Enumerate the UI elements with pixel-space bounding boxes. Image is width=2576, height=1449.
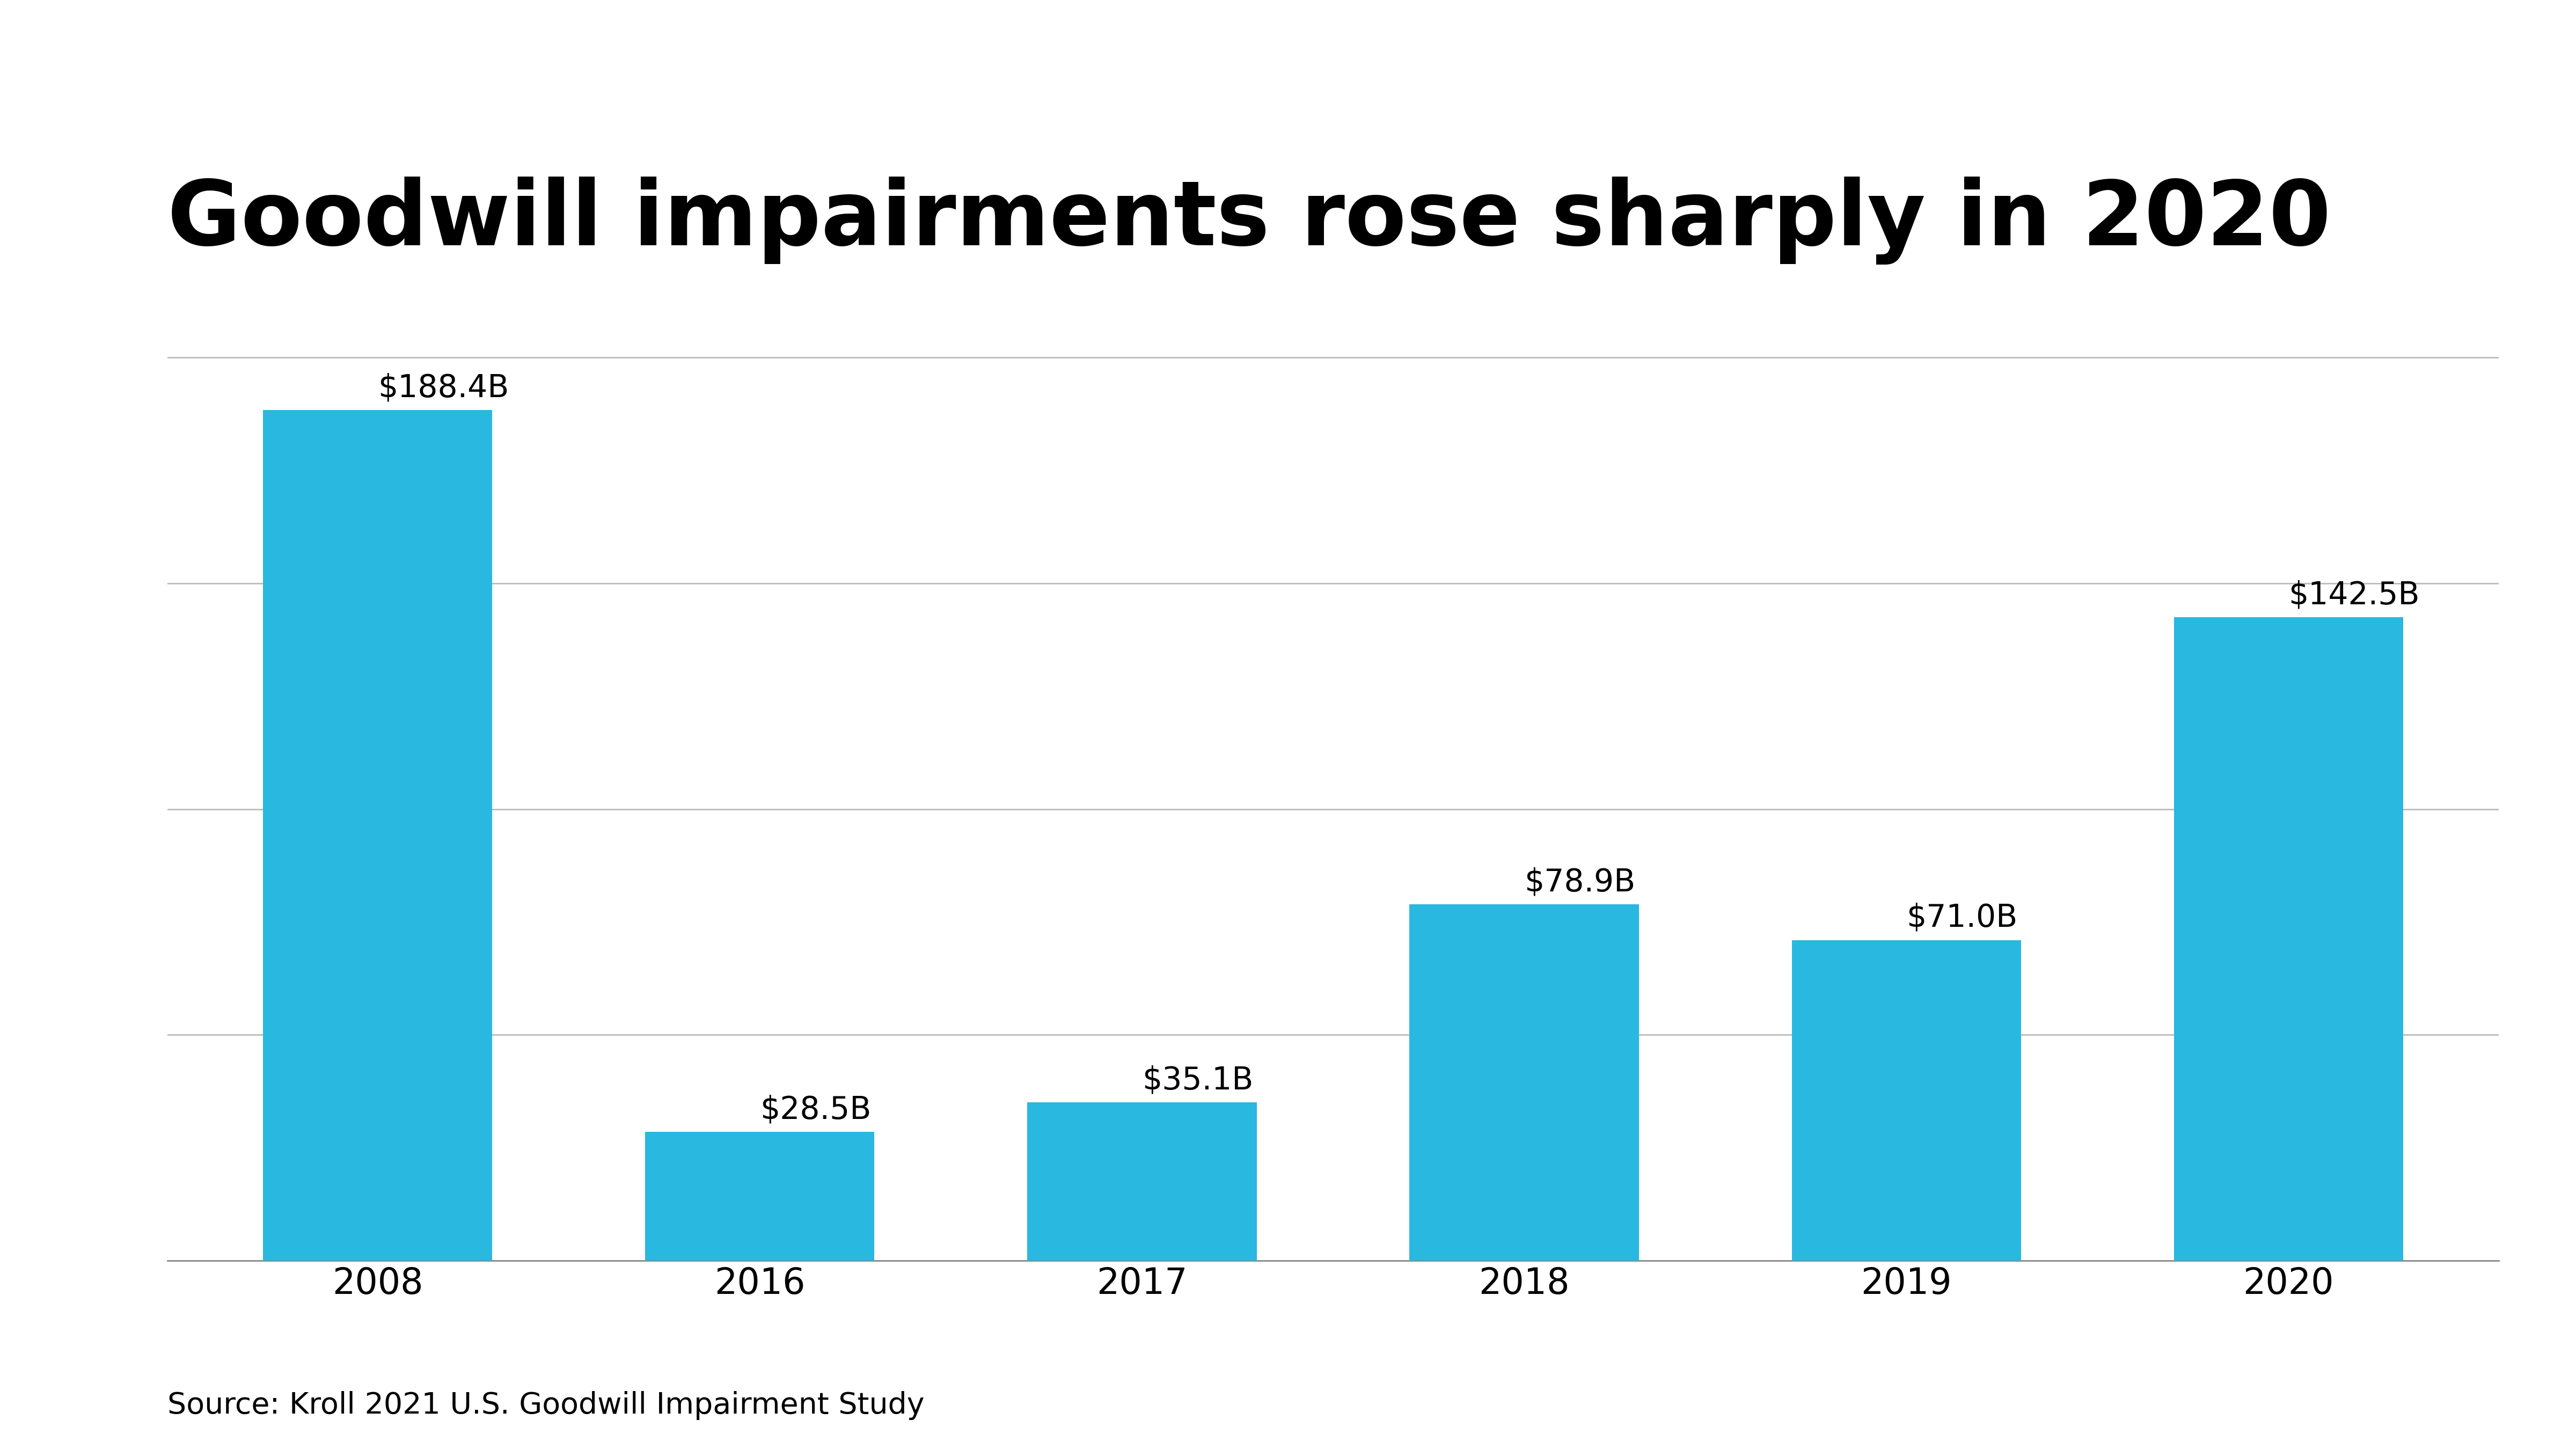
Text: $35.1B: $35.1B [1141, 1065, 1255, 1095]
Text: $28.5B: $28.5B [760, 1094, 871, 1126]
Text: $78.9B: $78.9B [1525, 867, 1636, 897]
Bar [2174, 617, 2403, 1261]
Bar [1793, 940, 2022, 1261]
Text: Goodwill impairments rose sharply in 2020: Goodwill impairments rose sharply in 202… [167, 177, 2331, 264]
Bar [1028, 1103, 1257, 1261]
Text: $71.0B: $71.0B [1906, 903, 2017, 933]
Text: $188.4B: $188.4B [379, 372, 510, 403]
Bar [1409, 904, 1638, 1261]
Text: $142.5B: $142.5B [2287, 580, 2419, 610]
Bar [263, 410, 492, 1261]
Text: Source: Kroll 2021 U.S. Goodwill Impairment Study: Source: Kroll 2021 U.S. Goodwill Impairm… [167, 1391, 925, 1420]
Bar [644, 1132, 873, 1261]
